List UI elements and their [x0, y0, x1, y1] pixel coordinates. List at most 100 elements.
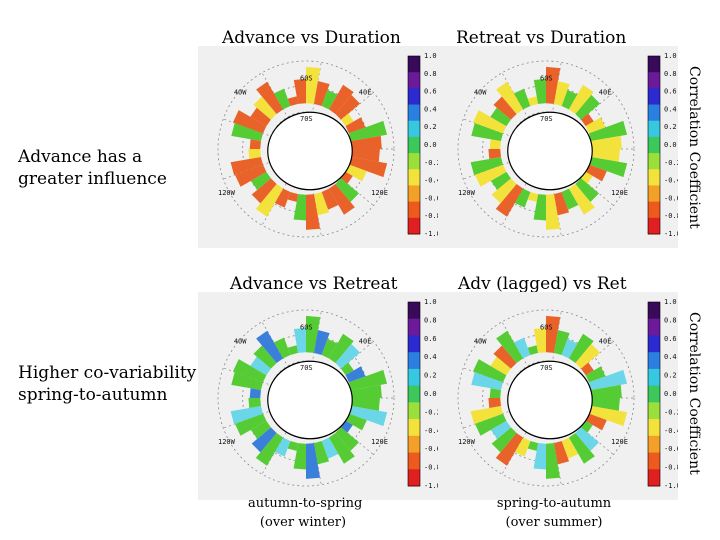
colorbar-tick: 0.2	[424, 372, 437, 380]
colorbar-tick: 0.0	[664, 141, 677, 149]
colorbar-tick: 0.2	[664, 372, 677, 380]
label-lon-120w: 120W	[458, 189, 476, 197]
label-lat-60s: 60S	[300, 74, 313, 82]
colorbar-tick: -1.0	[424, 230, 438, 238]
colorbar-tick: 0.6	[424, 88, 437, 96]
colorbar-tick: -0.2	[424, 159, 438, 167]
caption-line: autumn-to-spring	[248, 496, 363, 511]
colorbar-tick: -1.0	[424, 482, 438, 490]
colorbar-tick: -0.8	[664, 464, 678, 472]
colorbar-tick: 0.0	[424, 390, 437, 398]
label-lon-120w: 120W	[218, 189, 236, 197]
label-lon-40e: 40E	[359, 88, 372, 96]
side-note-co-variability: Higher co-variability spring-to-autumn	[18, 362, 196, 406]
colorbar-tick: -0.4	[664, 427, 678, 435]
label-lon-120e: 120E	[371, 189, 388, 197]
colorbar-tick: 0.4	[664, 105, 677, 113]
colorbar-label-bottom: Correlation Coefficient	[686, 312, 702, 475]
title-advance-vs-retreat: Advance vs Retreat	[230, 274, 398, 294]
label-lat-70s: 70S	[300, 364, 313, 372]
colorbar: 1.0 0.8 0.6 0.4 0.2 0.0 -0.2 -0.4 -0.6 -0.8 -1.0	[407, 52, 438, 238]
colorbar-tick: 1.0	[664, 52, 677, 60]
label-lat-60s: 60S	[540, 74, 553, 82]
sea-ice-ring	[230, 315, 388, 479]
colorbar-tick: 0.8	[664, 70, 677, 78]
colorbar-tick: 0.2	[664, 123, 677, 131]
colorbar-tick: -0.4	[664, 177, 678, 185]
caption-line: spring-to-autumn	[496, 496, 612, 511]
colorbar-tick: 0.6	[424, 335, 437, 343]
side-note-advance-influence: Advance has a greater influence	[18, 146, 167, 190]
colorbar-tick: 0.4	[424, 105, 437, 113]
label-lon-120e: 120E	[371, 438, 388, 446]
colorbar-tick: 1.0	[664, 298, 677, 306]
label-lon-40w: 40W	[474, 337, 487, 345]
map-panel-advance-vs-retreat: 60S 70S 40W 40E 120W 120E 1.0 0.8 0.6 0.4 0.2 0.0 -0…	[198, 292, 438, 500]
colorbar-tick: 0.0	[424, 141, 437, 149]
side-note-line: spring-to-autumn	[18, 385, 168, 405]
colorbar-tick: -0.4	[424, 427, 438, 435]
colorbar-tick: 0.4	[664, 353, 677, 361]
caption-spring-to-autumn: spring-to-autumn (over summer)	[496, 494, 612, 532]
colorbar-tick: 0.2	[424, 123, 437, 131]
label-lon-120e: 120E	[611, 189, 628, 197]
caption-autumn-to-spring: autumn-to-spring (over winter)	[248, 494, 363, 532]
label-lon-40w: 40W	[234, 88, 247, 96]
colorbar-tick: -0.6	[664, 194, 678, 202]
colorbar-label-top: Correlation Coefficient	[686, 66, 702, 229]
caption-line: (over summer)	[505, 515, 603, 530]
colorbar-tick: -0.6	[424, 194, 438, 202]
colorbar: 1.0 0.8 0.6 0.4 0.2 0.0 -0.2 -0.4 -0.6 -0.8 -1.0	[407, 298, 438, 490]
colorbar-tick: -0.6	[664, 445, 678, 453]
colorbar-tick: 1.0	[424, 298, 437, 306]
label-lon-40e: 40E	[359, 337, 372, 345]
label-lon-40e: 40E	[599, 337, 612, 345]
colorbar-tick: 1.0	[424, 52, 437, 60]
title-advance-vs-duration: Advance vs Duration	[222, 28, 401, 48]
label-lon-40w: 40W	[474, 88, 487, 96]
colorbar-tick: 0.8	[424, 70, 437, 78]
colorbar: 1.0 0.8 0.6 0.4 0.2 0.0 -0.2 -0.4 -0.6 -0.8 -1.0	[647, 298, 678, 490]
label-lat-70s: 70S	[300, 115, 313, 123]
title-retreat-vs-duration: Retreat vs Duration	[456, 28, 627, 48]
colorbar-tick: 0.4	[424, 353, 437, 361]
map-panel-retreat-vs-duration: 60S 70S 40W 40E 120W 120E 1.0 0.8 0.6 0.4 0.2 0.0 -0…	[438, 46, 678, 248]
label-lon-40w: 40W	[234, 337, 247, 345]
label-lon-120e: 120E	[611, 438, 628, 446]
map-panel-advance-vs-duration: 60S 70S 40W 40E 120W 120E 1.0 0.8 0.6 0.4 0.2 0.0 -0…	[198, 46, 438, 248]
label-lat-60s: 60S	[300, 323, 313, 331]
label-lat-70s: 70S	[540, 364, 553, 372]
colorbar-tick: -0.8	[424, 212, 438, 220]
caption-line: (over winter)	[259, 515, 347, 530]
colorbar-tick: 0.6	[664, 335, 677, 343]
colorbar: 1.0 0.8 0.6 0.4 0.2 0.0 -0.2 -0.4 -0.6 -0.8 -1.0	[647, 52, 678, 238]
colorbar-tick: 0.6	[664, 88, 677, 96]
label-lon-120w: 120W	[458, 438, 476, 446]
colorbar-tick: -0.2	[424, 408, 438, 416]
side-note-line: Higher co-variability	[18, 363, 197, 383]
colorbar-tick: -0.2	[664, 408, 678, 416]
label-lon-40e: 40E	[599, 88, 612, 96]
colorbar-tick: 0.8	[424, 316, 437, 324]
sea-ice-ring	[230, 66, 388, 230]
antarctica-landmass	[507, 111, 593, 191]
colorbar-tick: 0.8	[664, 316, 677, 324]
map-panel-adv-lagged-vs-ret: 60S 70S 40W 40E 120W 120E 1.0 0.8 0.6 0.4 0.2 0.0 -0…	[438, 292, 678, 500]
label-lat-60s: 60S	[540, 323, 553, 331]
side-note-line: greater influence	[18, 169, 167, 189]
colorbar-tick: -0.2	[664, 159, 678, 167]
title-adv-lagged-vs-ret: Adv (lagged) vs Ret	[458, 274, 627, 294]
label-lat-70s: 70S	[540, 115, 553, 123]
sea-ice-ring	[470, 66, 628, 230]
colorbar-tick: -0.8	[664, 212, 678, 220]
colorbar-tick: -1.0	[664, 482, 678, 490]
side-note-line: Advance has a	[18, 147, 143, 167]
antarctica-landmass	[267, 111, 353, 191]
colorbar-tick: -0.8	[424, 464, 438, 472]
colorbar-tick: -0.6	[424, 445, 438, 453]
colorbar-tick: 0.0	[664, 390, 677, 398]
colorbar-tick: -0.4	[424, 177, 438, 185]
antarctica-landmass	[267, 360, 353, 440]
colorbar-tick: -1.0	[664, 230, 678, 238]
label-lon-120w: 120W	[218, 438, 236, 446]
